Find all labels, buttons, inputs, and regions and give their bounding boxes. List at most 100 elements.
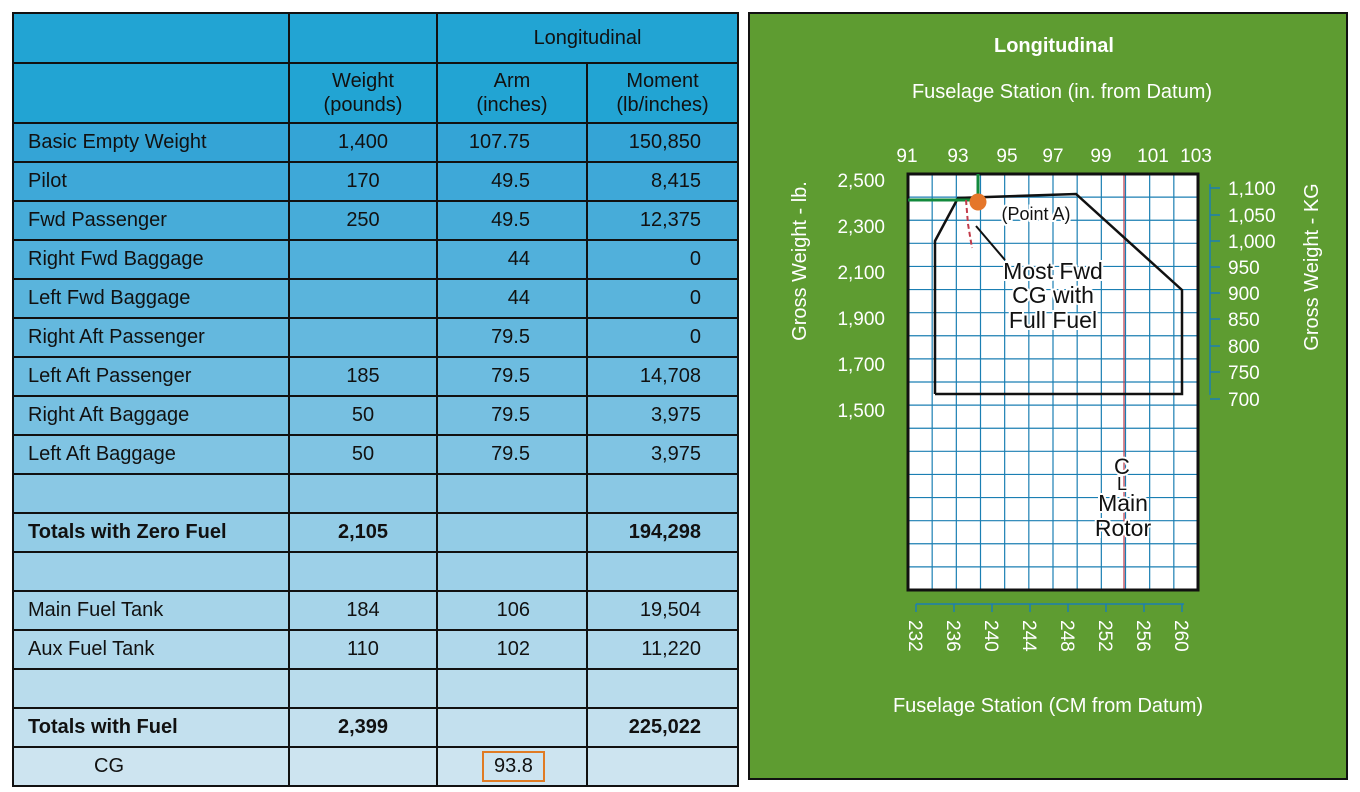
top-tick-label: 93 [947, 146, 968, 167]
table-row: Right Aft Baggage 50 79.5 3,975 [12, 395, 739, 436]
bottom-tick-label: 236 [942, 620, 963, 652]
row-item-label: Aux Fuel Tank [12, 629, 290, 670]
row-arm: 79.5 [436, 356, 588, 397]
top-tick-label: 95 [996, 146, 1017, 167]
bottom-tick-label: 244 [1018, 620, 1039, 652]
right-tick-label: 1,100 [1228, 179, 1276, 200]
cg-moment [586, 746, 739, 787]
cg-envelope-chart: Longitudinal Fuselage Station (in. from D… [789, 35, 1323, 717]
blank-cell [12, 668, 290, 709]
right-tick-label: 900 [1228, 284, 1260, 305]
table-row: Left Fwd Baggage 44 0 [12, 278, 739, 319]
table-row: Longitudinal [12, 12, 739, 64]
row-moment: 11,220 [586, 629, 739, 670]
main-rotor-label-line1: Main [1098, 490, 1148, 516]
row-weight: 110 [288, 629, 438, 670]
blank-cell [288, 473, 438, 514]
blank-cell [436, 473, 588, 514]
left-tick-label: 1,700 [837, 355, 885, 376]
top-tick-label: 103 [1180, 146, 1212, 167]
centerline-subscript: L [1117, 474, 1127, 494]
top-tick-label: 91 [896, 146, 917, 167]
header-arm-line1: Arm [493, 70, 531, 92]
right-tick-label: 1,000 [1228, 232, 1276, 253]
row-weight: 170 [288, 161, 438, 202]
table-row: Left Aft Passenger 185 79.5 14,708 [12, 356, 739, 397]
header-moment: Moment (lb/inches) [586, 62, 739, 124]
row-moment: 150,850 [586, 122, 739, 163]
weight-balance-table: Longitudinal Weight (pounds) Arm (inches) Mom… [12, 12, 739, 787]
table-row [12, 668, 739, 709]
row-weight [288, 239, 438, 280]
row-arm: 107.75 [436, 122, 588, 163]
row-weight: 184 [288, 590, 438, 631]
left-tick-label: 2,300 [837, 217, 885, 238]
header-moment-line1: Moment [626, 70, 699, 92]
row-item-label: Right Fwd Baggage [12, 239, 290, 280]
header-blank-cell [288, 12, 438, 64]
bottom-tick-label: 248 [1056, 620, 1077, 652]
header-group-longitudinal: Longitudinal [436, 12, 739, 64]
row-weight [288, 278, 438, 319]
cg-weight [288, 746, 438, 787]
row-arm: 44 [436, 278, 588, 319]
with-fuel-arm [436, 707, 588, 748]
table-row: Main Fuel Tank 184 106 19,504 [12, 590, 739, 631]
table-row: Totals with Zero Fuel 2,105 194,298 [12, 512, 739, 553]
blank-cell [586, 668, 739, 709]
row-item-label: Right Aft Passenger [12, 317, 290, 358]
row-item-label: Basic Empty Weight [12, 122, 290, 163]
top-tick-label: 97 [1042, 146, 1063, 167]
cg-value-cell: 93.8 [436, 746, 588, 787]
row-item-label: Fwd Passenger [12, 200, 290, 241]
centerline-symbol: C [1114, 454, 1130, 479]
row-item-label: Left Fwd Baggage [12, 278, 290, 319]
table-row: CG 93.8 [12, 746, 739, 787]
table-row: Aux Fuel Tank 110 102 11,220 [12, 629, 739, 670]
table-row: Right Aft Passenger 79.5 0 [12, 317, 739, 358]
blank-cell [288, 668, 438, 709]
header-blank-cell [12, 12, 290, 64]
most-fwd-label-line3: Full Fuel [1009, 307, 1097, 333]
row-moment: 14,708 [586, 356, 739, 397]
row-item-label: Left Aft Passenger [12, 356, 290, 397]
row-arm: 79.5 [436, 434, 588, 475]
header-weight: Weight (pounds) [288, 62, 438, 124]
row-weight: 50 [288, 395, 438, 436]
table-row [12, 473, 739, 514]
row-arm: 44 [436, 239, 588, 280]
bottom-axis-title: Fuselage Station (CM from Datum) [893, 695, 1203, 717]
row-moment: 12,375 [586, 200, 739, 241]
zero-fuel-arm [436, 512, 588, 553]
point-a-label: (Point A) [1001, 204, 1070, 224]
header-arm-line2: (inches) [476, 94, 548, 116]
row-arm: 79.5 [436, 395, 588, 436]
right-tick-label: 750 [1228, 363, 1260, 384]
table-row: Weight (pounds) Arm (inches) Moment (lb/inche… [12, 62, 739, 124]
header-moment-line2: (lb/inches) [616, 94, 709, 116]
right-tick-label: 800 [1228, 337, 1260, 358]
header-item-cell [12, 62, 290, 124]
blank-cell [586, 551, 739, 592]
row-weight: 185 [288, 356, 438, 397]
row-moment: 0 [586, 278, 739, 319]
row-item-label: Left Aft Baggage [12, 434, 290, 475]
bottom-tick-label: 260 [1170, 620, 1191, 652]
row-moment: 3,975 [586, 434, 739, 475]
top-tick-label: 101 [1137, 146, 1169, 167]
table-row: Totals with Fuel 2,399 225,022 [12, 707, 739, 748]
row-moment: 3,975 [586, 395, 739, 436]
blank-cell [12, 551, 290, 592]
row-weight: 1,400 [288, 122, 438, 163]
main-rotor-label-line2: Rotor [1095, 515, 1152, 541]
row-moment: 19,504 [586, 590, 739, 631]
row-weight [288, 317, 438, 358]
header-weight-line2: (pounds) [323, 94, 403, 116]
row-item-label: Main Fuel Tank [12, 590, 290, 631]
most-fwd-leader-line [975, 225, 1006, 261]
row-weight: 50 [288, 434, 438, 475]
zero-fuel-moment: 194,298 [586, 512, 739, 553]
row-arm: 49.5 [436, 161, 588, 202]
left-tick-label: 2,100 [837, 263, 885, 284]
with-fuel-weight: 2,399 [288, 707, 438, 748]
